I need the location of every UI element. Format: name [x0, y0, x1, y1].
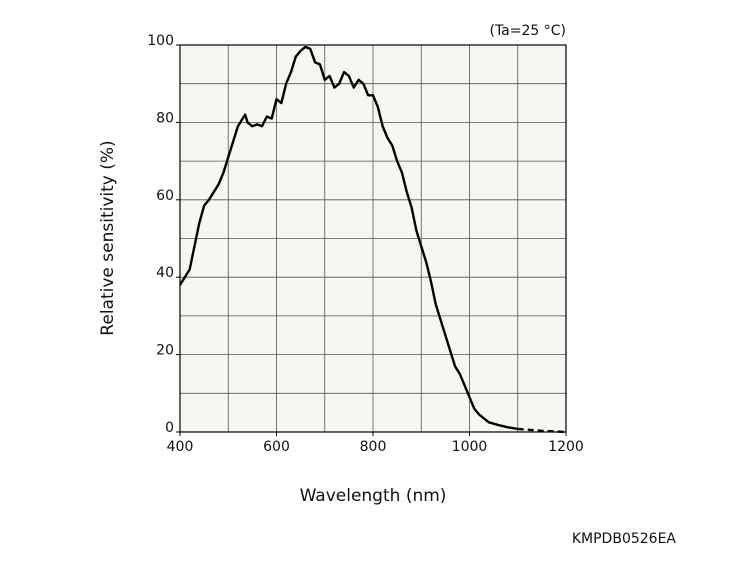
y-tick-label: 60 — [156, 188, 174, 204]
footer-code: KMPDB0526EA — [572, 531, 677, 547]
y-tick-label: 20 — [156, 343, 174, 359]
y-tick-label: 40 — [156, 265, 174, 281]
x-axis-label: Wavelength (nm) — [300, 486, 447, 506]
x-tick-label: 400 — [167, 439, 194, 455]
y-axis-label: Relative sensitivity (%) — [98, 140, 118, 335]
y-tick-label: 100 — [147, 33, 174, 49]
x-tick-label: 1000 — [452, 439, 488, 455]
dashed-line — [517, 427, 567, 434]
x-tick-label: 600 — [263, 439, 290, 455]
x-tick-label: 800 — [360, 439, 387, 455]
y-tick-label: 80 — [156, 110, 174, 126]
line — [178, 45, 518, 431]
y-tick-label: 0 — [165, 420, 174, 436]
x-tick-label: 1200 — [548, 439, 584, 455]
annotation: (Ta=25 °C) — [489, 23, 566, 39]
